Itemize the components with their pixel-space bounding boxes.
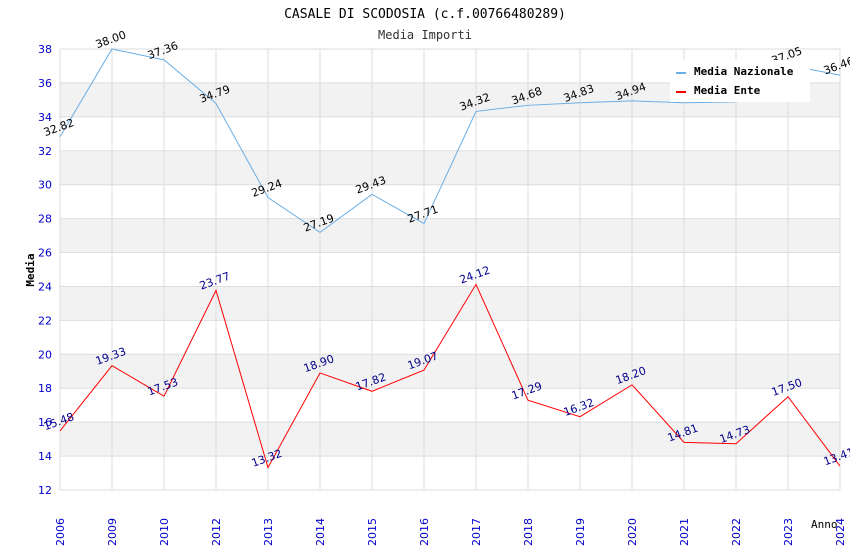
x-tick-label: 2021: [678, 518, 691, 546]
data-label: 16.32: [562, 396, 596, 419]
background-bands: [60, 82, 840, 457]
y-tick-label: 34: [38, 111, 52, 124]
x-tick-label: 2016: [418, 518, 431, 546]
gridlines: [59, 48, 841, 491]
y-tick-label: 28: [38, 213, 52, 226]
y-tick-label: 18: [38, 382, 52, 395]
series-line-media-ente: [59, 283, 841, 469]
x-tick-label: 2019: [574, 518, 587, 546]
y-tick-label: 22: [38, 314, 52, 327]
series-lines: [59, 48, 841, 469]
background-band: [60, 354, 840, 389]
x-tick-label: 2020: [626, 518, 639, 546]
data-label: 37.36: [146, 39, 180, 62]
x-axis-label: Anno: [811, 518, 838, 531]
x-tick-label: 2006: [54, 518, 67, 546]
y-tick-label: 38: [38, 43, 52, 56]
x-tick-label: 2012: [210, 518, 223, 546]
y-tick-label: 32: [38, 145, 52, 158]
x-tick-label: 2024: [834, 518, 847, 546]
y-tick-label: 36: [38, 77, 52, 90]
x-tick-label: 2014: [314, 518, 327, 546]
y-tick-label: 26: [38, 247, 52, 260]
y-tick-label: 14: [38, 450, 52, 463]
x-tick-label: 2013: [262, 518, 275, 546]
chart-subtitle: Media Importi: [378, 28, 472, 42]
background-band: [60, 286, 840, 321]
data-label: 24.12: [458, 264, 492, 287]
x-tick-label: 2018: [522, 518, 535, 546]
y-tick-label: 30: [38, 179, 52, 192]
legend: Media Nazionale Media Ente: [670, 60, 810, 102]
y-tick-label: 20: [38, 348, 52, 361]
x-tick-label: 2010: [158, 518, 171, 546]
x-tick-label: 2017: [470, 518, 483, 546]
series-line-media-nazionale: [59, 48, 841, 233]
y-axis-ticks: 12 14 16 18 20 22 24 26 28 30 32 34 36 38: [38, 43, 52, 497]
x-tick-label: 2022: [730, 518, 743, 546]
x-tick-label: 2023: [782, 518, 795, 546]
y-tick-label: 24: [38, 280, 52, 293]
background-band: [60, 218, 840, 253]
y-tick-label: 16: [38, 416, 52, 429]
x-tick-label: 2009: [106, 518, 119, 546]
data-label: 38.00: [94, 28, 128, 51]
chart-title: CASALE DI SCODOSIA (c.f.00766480289): [284, 7, 566, 22]
x-axis-ticks: 2006 2009 2010 2012 2013 2014 2015 2016 2017 2018…: [54, 518, 847, 546]
legend-label-media-nazionale: Media Nazionale: [694, 65, 794, 78]
background-band: [60, 422, 840, 457]
legend-box: [670, 60, 810, 102]
x-tick-label: 2015: [366, 518, 379, 546]
y-axis-label: Media: [24, 253, 37, 286]
y-tick-label: 12: [38, 484, 52, 497]
legend-label-media-ente: Media Ente: [694, 84, 761, 97]
